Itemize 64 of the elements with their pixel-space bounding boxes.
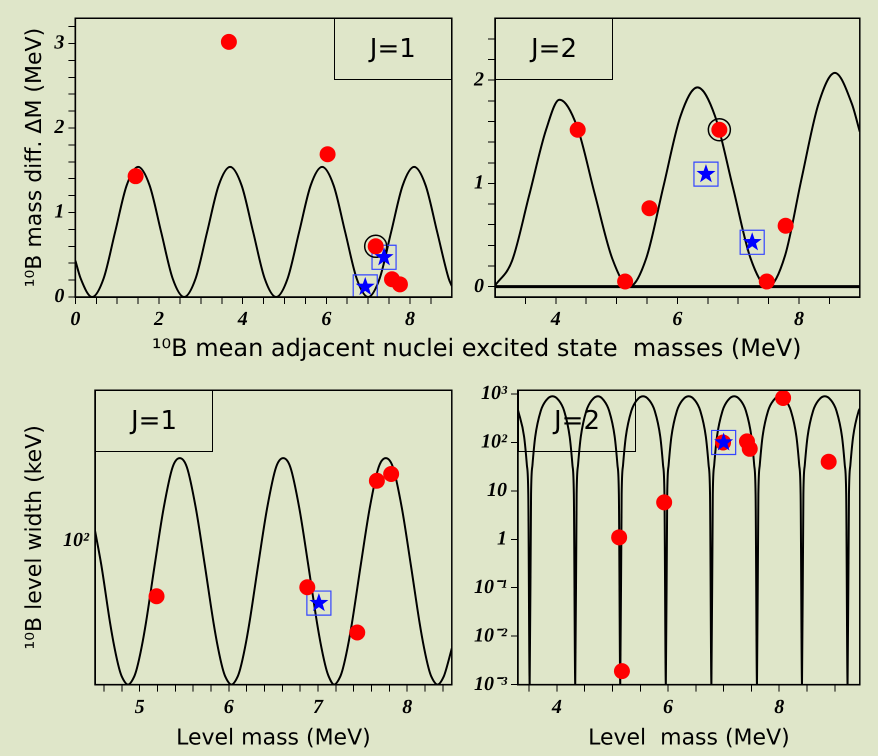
point <box>641 200 658 216</box>
point <box>392 276 408 292</box>
y-tick-label: 10 <box>486 479 507 502</box>
point <box>306 590 332 616</box>
x-tick-label: 0 <box>70 308 80 330</box>
y-tick-label: 2 <box>473 68 484 90</box>
y-tick-label: 0 <box>54 285 64 308</box>
point <box>742 440 758 457</box>
point <box>570 122 586 138</box>
point <box>708 118 732 142</box>
point <box>383 466 400 482</box>
point <box>778 218 794 234</box>
text: J=1 <box>95 390 213 452</box>
x-tick-label: 8 <box>404 308 415 330</box>
y-tick-label: 1 <box>496 527 507 550</box>
x-tick-label: 8 <box>774 696 784 718</box>
y-axis-title: ¹⁰B mass diff. ΔM (MeV) <box>22 28 47 288</box>
x-tick-label: 7 <box>313 696 324 718</box>
y-axis-title: ¹⁰B level width (keV) <box>22 425 47 650</box>
point <box>349 624 366 641</box>
y-tick-label: 10² <box>480 430 508 453</box>
x-axis-title: ¹⁰B mean adjacent nuclei excited state masses (MeV) <box>150 334 802 362</box>
y-tick-label: 0 <box>474 274 484 297</box>
x-tick-label: 5 <box>134 696 145 718</box>
x-tick-label: 6 <box>224 696 234 718</box>
point <box>617 274 634 290</box>
point <box>820 454 837 470</box>
x-tick-label: 6 <box>663 696 674 718</box>
x-tick-label: 6 <box>672 308 682 330</box>
y-tick-label: 1 <box>54 200 64 223</box>
point <box>320 146 336 162</box>
x-tick-label: 6 <box>321 308 332 330</box>
x-tick-label: 2 <box>153 308 164 330</box>
y-tick-label: 10⁻³ <box>474 672 508 695</box>
point <box>611 529 628 546</box>
point <box>711 430 736 456</box>
y-tick-label: 10⁻² <box>474 624 508 646</box>
point <box>775 390 792 406</box>
x-axis-title: Level mass (MeV) <box>588 726 790 751</box>
x-tick-label: 4 <box>550 308 561 330</box>
point <box>740 230 765 255</box>
x-tick-label: 4 <box>236 308 248 330</box>
y-tick-label: 2 <box>53 116 64 138</box>
point <box>364 234 388 258</box>
x-tick-label: 4 <box>550 696 562 718</box>
point <box>656 494 672 510</box>
x-tick-label: 8 <box>402 696 412 718</box>
y-tick-label: 3 <box>53 32 64 54</box>
y-tick-label: 1 <box>474 172 484 194</box>
x-axis-title: Level mass (MeV) <box>176 726 371 751</box>
point <box>758 274 775 290</box>
point <box>220 34 237 50</box>
point <box>128 168 144 184</box>
x-tick-label: 8 <box>794 308 804 330</box>
y-tick-label: 10³ <box>480 382 508 404</box>
point <box>614 663 630 680</box>
point <box>371 244 397 270</box>
annotation: J=1 <box>334 18 452 80</box>
annotation: J=2 <box>495 18 613 80</box>
point <box>368 472 385 489</box>
y-tick-label: 10⁻¹ <box>474 576 507 598</box>
point <box>148 588 165 604</box>
point <box>299 579 316 596</box>
point <box>693 162 719 187</box>
